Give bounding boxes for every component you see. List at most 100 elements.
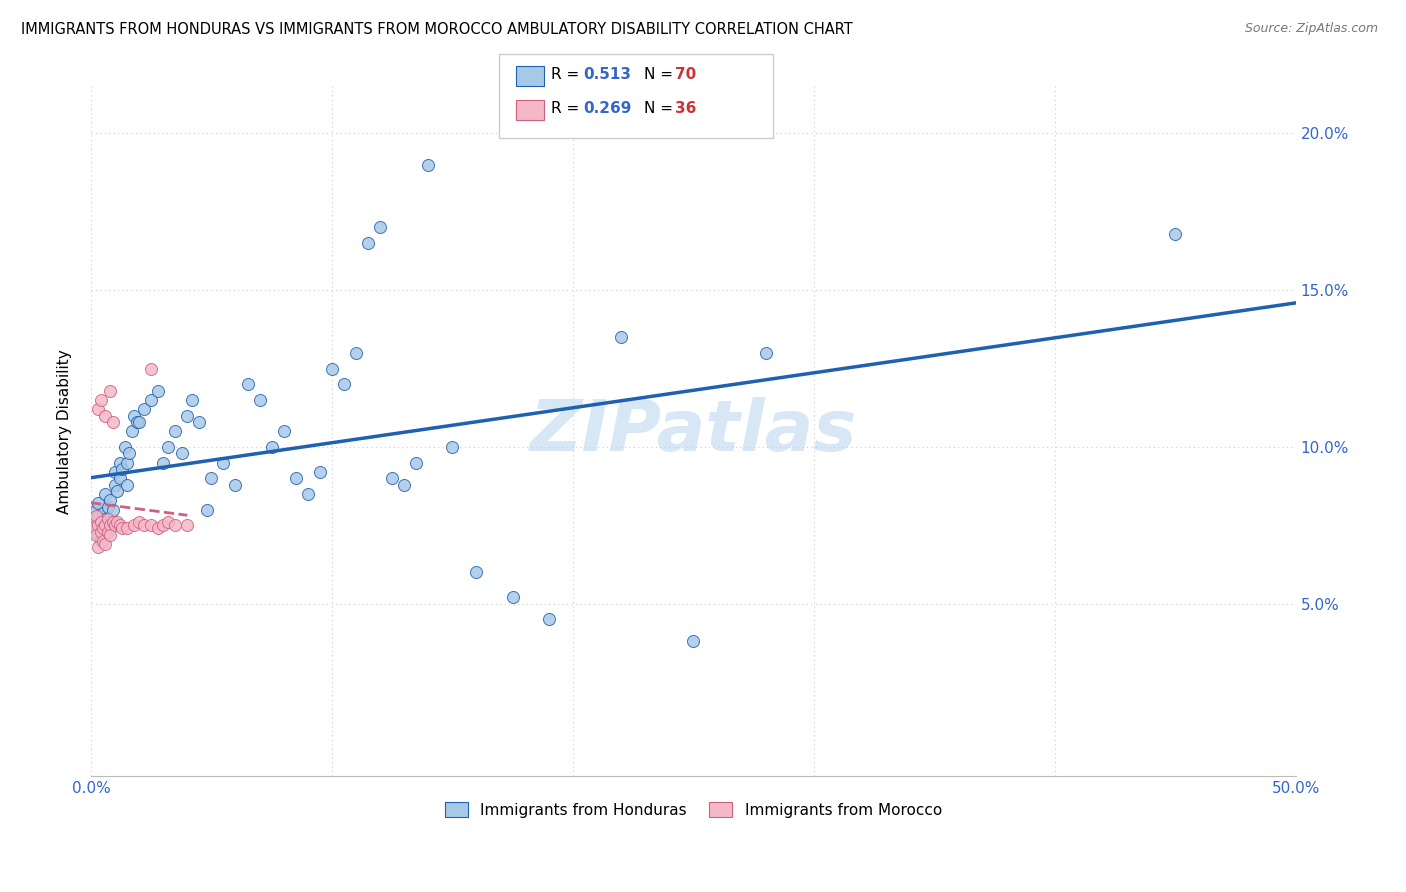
Point bbox=[132, 402, 155, 417]
Point bbox=[101, 502, 124, 516]
Point bbox=[94, 537, 117, 551]
Point bbox=[381, 471, 404, 485]
Point bbox=[754, 346, 776, 360]
Point bbox=[148, 384, 170, 398]
Point bbox=[90, 534, 112, 549]
Point bbox=[236, 377, 259, 392]
Text: 70: 70 bbox=[675, 68, 696, 82]
Point bbox=[344, 346, 367, 360]
Point bbox=[465, 566, 488, 580]
Text: N =: N = bbox=[644, 68, 678, 82]
Point bbox=[114, 440, 136, 454]
Point bbox=[97, 524, 120, 539]
Point bbox=[87, 508, 110, 523]
Point bbox=[87, 518, 110, 533]
Point bbox=[124, 409, 146, 423]
Point bbox=[195, 502, 218, 516]
Point bbox=[405, 456, 427, 470]
Point bbox=[610, 330, 633, 344]
Point bbox=[284, 471, 307, 485]
Point bbox=[90, 518, 112, 533]
Point bbox=[84, 502, 107, 516]
Point bbox=[94, 512, 117, 526]
Point bbox=[84, 527, 107, 541]
Point bbox=[212, 456, 235, 470]
Point bbox=[107, 515, 129, 529]
Point bbox=[128, 415, 150, 429]
Point bbox=[165, 424, 187, 438]
Point bbox=[157, 440, 180, 454]
Text: 36: 36 bbox=[675, 102, 696, 116]
Point bbox=[82, 521, 104, 535]
Text: 0.269: 0.269 bbox=[583, 102, 631, 116]
Point bbox=[115, 456, 138, 470]
Text: R =: R = bbox=[551, 102, 585, 116]
Point bbox=[90, 524, 112, 539]
Point bbox=[101, 415, 124, 429]
Point bbox=[90, 392, 112, 407]
Text: N =: N = bbox=[644, 102, 678, 116]
Text: Source: ZipAtlas.com: Source: ZipAtlas.com bbox=[1244, 22, 1378, 36]
Point bbox=[181, 392, 204, 407]
Point bbox=[200, 471, 222, 485]
Point bbox=[176, 518, 198, 533]
Point bbox=[98, 384, 121, 398]
Point bbox=[91, 521, 114, 535]
Point bbox=[91, 506, 114, 520]
Point bbox=[128, 515, 150, 529]
Point bbox=[260, 440, 283, 454]
Point bbox=[108, 471, 131, 485]
Point bbox=[101, 515, 124, 529]
Point bbox=[172, 446, 194, 460]
Point bbox=[392, 477, 415, 491]
Point bbox=[152, 518, 174, 533]
Point bbox=[141, 518, 163, 533]
Point bbox=[224, 477, 246, 491]
Point bbox=[97, 512, 120, 526]
Legend: Immigrants from Honduras, Immigrants from Morocco: Immigrants from Honduras, Immigrants fro… bbox=[439, 796, 948, 823]
Point bbox=[152, 456, 174, 470]
Point bbox=[115, 521, 138, 535]
Point bbox=[87, 541, 110, 555]
Point bbox=[98, 493, 121, 508]
Point bbox=[273, 424, 295, 438]
Point bbox=[368, 220, 391, 235]
Point bbox=[87, 402, 110, 417]
Text: IMMIGRANTS FROM HONDURAS VS IMMIGRANTS FROM MOROCCO AMBULATORY DISABILITY CORREL: IMMIGRANTS FROM HONDURAS VS IMMIGRANTS F… bbox=[21, 22, 853, 37]
Point bbox=[188, 415, 211, 429]
Point bbox=[94, 409, 117, 423]
Point bbox=[84, 521, 107, 535]
Point bbox=[94, 487, 117, 501]
Point bbox=[87, 496, 110, 510]
Point bbox=[502, 591, 524, 605]
Point bbox=[90, 515, 112, 529]
Text: 0.513: 0.513 bbox=[583, 68, 631, 82]
Point bbox=[1164, 227, 1187, 241]
Point bbox=[141, 392, 163, 407]
Point bbox=[441, 440, 464, 454]
Point bbox=[148, 521, 170, 535]
Point bbox=[84, 508, 107, 523]
Point bbox=[115, 477, 138, 491]
Point bbox=[357, 236, 380, 251]
Point bbox=[121, 424, 143, 438]
Point bbox=[98, 521, 121, 535]
Point bbox=[124, 518, 146, 533]
Y-axis label: Ambulatory Disability: Ambulatory Disability bbox=[58, 349, 72, 514]
Point bbox=[308, 465, 330, 479]
Point bbox=[321, 361, 343, 376]
Point bbox=[165, 518, 187, 533]
Point bbox=[132, 518, 155, 533]
Point bbox=[107, 483, 129, 498]
Point bbox=[98, 518, 121, 533]
Point bbox=[108, 456, 131, 470]
Point bbox=[104, 477, 127, 491]
Point bbox=[682, 634, 704, 648]
Point bbox=[91, 524, 114, 539]
Point bbox=[97, 515, 120, 529]
Point bbox=[97, 500, 120, 514]
Point bbox=[176, 409, 198, 423]
Point bbox=[87, 527, 110, 541]
Point bbox=[125, 415, 148, 429]
Point bbox=[333, 377, 356, 392]
